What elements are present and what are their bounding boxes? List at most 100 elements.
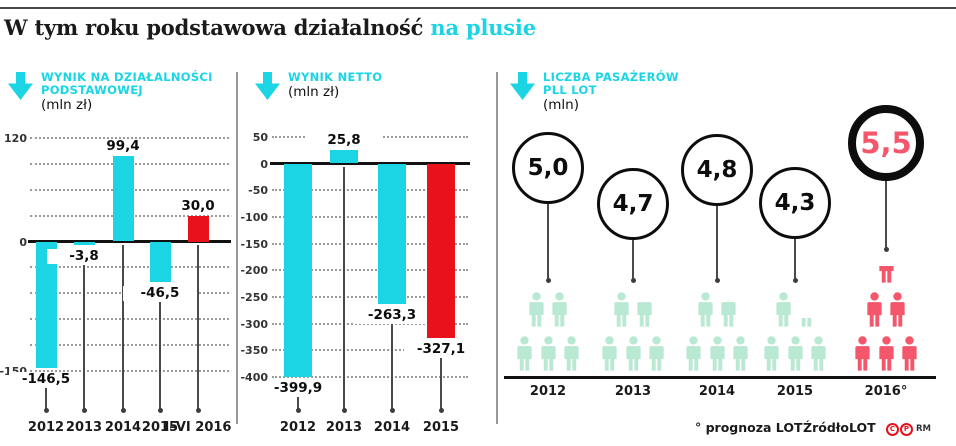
person-icon-row — [852, 333, 920, 374]
chart-header-passengers: LICZBA PASAŻERÓW PLL LOT (mln) — [510, 71, 679, 113]
bar-2013 — [330, 149, 358, 164]
y-axis-tick-label: 0 — [260, 157, 268, 171]
bar-I–VI 2016 — [187, 215, 209, 242]
bar-2014 — [112, 155, 134, 242]
y-axis-tick-label: -150 — [0, 366, 27, 377]
passenger-count-circle: 4,3 — [759, 167, 831, 239]
category-stem — [45, 387, 47, 410]
stem-dot — [545, 278, 551, 283]
stem-dot — [792, 278, 798, 283]
person-icon-row — [611, 289, 656, 330]
copyright-p-icon: P — [900, 423, 913, 436]
person-icon — [698, 292, 713, 327]
bar-value-label: -146,5 — [9, 371, 83, 388]
person-icon — [517, 336, 532, 371]
stem-dot — [714, 278, 720, 283]
person-icon — [686, 336, 701, 371]
circle-stem — [716, 206, 718, 280]
gridline — [272, 269, 468, 272]
gridline — [30, 318, 229, 321]
bar-value-label: 25,8 — [307, 132, 381, 149]
x-axis-year-label: 2014 — [104, 420, 142, 435]
circle-stem — [885, 181, 887, 249]
person-icon-row — [514, 333, 582, 374]
top-rule — [0, 7, 956, 9]
person-icon — [808, 333, 829, 374]
chart-unit-label: (mln zł) — [288, 84, 340, 100]
person-icon — [878, 336, 894, 371]
zero-axis-line — [28, 240, 231, 243]
x-axis-year-label: 2013 — [325, 420, 363, 435]
forecast-note: ° prognoza LOT — [695, 420, 803, 435]
y-axis-tick-label: 120 — [4, 132, 27, 145]
person-icon-row — [526, 289, 571, 330]
person-icon — [514, 333, 535, 374]
stem-dot — [81, 408, 87, 413]
person-icon — [878, 265, 894, 283]
person-icon — [721, 300, 736, 327]
bar-value-label: 30,0 — [161, 198, 235, 215]
gridline — [272, 376, 468, 379]
person-icon — [876, 333, 897, 374]
person-icon — [864, 289, 885, 330]
bar-2015 — [149, 241, 171, 282]
person-icon — [611, 289, 632, 330]
person-icon — [552, 292, 567, 327]
person-icon — [529, 292, 544, 327]
stem-dot — [341, 408, 347, 413]
person-icon-partial — [634, 301, 655, 330]
person-icon — [811, 336, 826, 371]
category-stem — [197, 244, 199, 410]
person-icon — [637, 302, 652, 327]
person-icon — [899, 333, 920, 374]
chart-title-line: PLL LOT — [543, 83, 597, 97]
person-icon — [773, 289, 794, 330]
y-axis-tick-label: -50 — [248, 184, 268, 198]
down-arrow-icon — [8, 72, 33, 113]
source-value: LOT — [849, 420, 876, 435]
x-axis-year-label: 2014 — [373, 420, 411, 435]
stem-dot — [438, 408, 444, 413]
bar-value-label: -399,9 — [261, 381, 335, 397]
chart-header-operating-result: WYNIK NA DZIAŁALNOŚCI PODSTAWOWEJ (mln z… — [8, 71, 213, 113]
person-icon-row — [773, 289, 818, 330]
bar-2012 — [284, 163, 312, 378]
person-icon — [776, 292, 791, 327]
bar-2014 — [378, 163, 406, 305]
person-icon — [649, 336, 664, 371]
credit-initials: RM — [916, 424, 932, 434]
person-icon — [549, 289, 570, 330]
stem-dot — [630, 278, 636, 283]
y-axis-tick-label: 0 — [19, 235, 27, 249]
gridline — [272, 215, 468, 218]
zero-axis-line — [270, 162, 470, 165]
chart-unit-label: (mln zł) — [41, 97, 93, 113]
person-icon-partial — [876, 265, 897, 287]
down-arrow-icon — [510, 72, 535, 113]
category-stem — [343, 166, 345, 410]
person-icon-partial — [796, 317, 817, 330]
person-icon-row — [599, 333, 667, 374]
y-axis-tick-label: 50 — [252, 130, 268, 144]
stem-dot — [389, 408, 395, 413]
chart-title-line: WYNIK NETTO — [288, 70, 383, 84]
x-axis-year-label: 2016° — [864, 384, 908, 399]
person-icon — [787, 336, 803, 371]
person-icon — [707, 333, 728, 374]
person-icon — [890, 292, 905, 327]
person-icon-row — [864, 289, 909, 330]
chart-title-line: LICZBA PASAŻERÓW — [543, 70, 679, 84]
person-icon — [887, 289, 908, 330]
y-axis-tick-label: -150 — [240, 237, 268, 251]
person-icon — [733, 336, 748, 371]
chart-header-net-result: WYNIK NETTO (mln zł) — [255, 71, 382, 104]
passenger-count-circle: 4,8 — [681, 134, 753, 206]
person-icon — [602, 336, 617, 371]
gridline — [30, 137, 229, 139]
y-axis-tick-label: -100 — [240, 210, 268, 224]
person-icon — [540, 336, 556, 371]
person-icon — [614, 292, 629, 327]
gridline — [30, 369, 229, 372]
bar-value-label: 99,4 — [86, 138, 160, 155]
category-stem — [440, 358, 442, 410]
